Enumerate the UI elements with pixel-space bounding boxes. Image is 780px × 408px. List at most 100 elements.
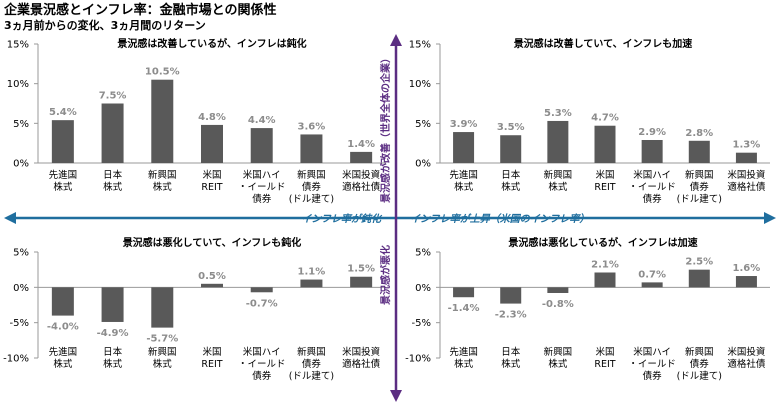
- bar-value-label: 3.5%: [497, 122, 525, 133]
- x-category-label: 日本株式: [501, 346, 521, 370]
- chart-panel-bottom-left: 景況感は悪化していて、インフレも鈍化 -10% -5% 0% 5% -4.0% 先進国株式 -…: [3, 236, 386, 382]
- bar: [453, 287, 475, 298]
- x-category-label: 新興国債券(ドル建て): [677, 169, 722, 205]
- panels: 景況感は改善しているが、インフレは鈍化 0% 5% 10% 15% 5.4% 先進国株式 7.…: [3, 37, 770, 382]
- bar: [547, 120, 569, 163]
- x-category-label: 新興国株式: [544, 346, 573, 370]
- arrow-left-icon: [4, 212, 16, 224]
- bar: [300, 279, 323, 288]
- h-axis-right-label: インフレ率が上昇（米国のインフレ率）: [410, 213, 589, 225]
- v-axis-top-label: 景況感が改善（世界全体の企業）: [379, 53, 392, 203]
- bar: [594, 125, 616, 163]
- y-tick-label: 0%: [13, 159, 29, 170]
- bar-value-label: 3.6%: [298, 121, 326, 132]
- x-category-label: 新興国債券(ドル建て): [289, 169, 334, 205]
- y-tick-label: -5%: [412, 318, 431, 329]
- bar: [350, 151, 373, 163]
- x-category-label: 米国投資適格社債: [727, 346, 766, 370]
- x-category-label: 米国ハイ・イールド債券: [628, 169, 676, 205]
- x-category-label: 米国 REIT: [201, 346, 222, 370]
- arrow-up-icon: [390, 34, 402, 46]
- chart-panel-top-right: 景況感は改善していて、インフレも加速 0% 5% 10% 15% 3.9% 先進国株式 3.5…: [409, 37, 770, 205]
- bar: [735, 276, 757, 288]
- y-tick-label: 0%: [415, 159, 431, 170]
- x-category-label: 先進国株式: [49, 346, 78, 370]
- bar-value-label: 5.4%: [49, 107, 77, 118]
- y-tick-label: 0%: [13, 283, 29, 294]
- bar: [594, 272, 616, 288]
- bar-value-label: 4.8%: [198, 112, 226, 123]
- bar-value-label: 1.1%: [298, 267, 326, 278]
- y-tick-label: -10%: [3, 354, 29, 365]
- y-tick-label: 5%: [13, 248, 29, 259]
- x-category-label: 新興国株式: [544, 169, 573, 193]
- x-category-label: 新興国債券(ドル建て): [289, 346, 334, 382]
- x-category-label: 米国ハイ・イールド債券: [238, 346, 286, 382]
- bar: [101, 103, 124, 163]
- bar: [201, 283, 223, 288]
- x-category-label: 日本株式: [103, 346, 123, 370]
- x-category-label: 新興国株式: [148, 346, 177, 370]
- bar-value-label: 7.5%: [99, 91, 127, 102]
- y-tick-label: 5%: [415, 119, 431, 130]
- h-axis-left-label: インフレ率が鈍化: [301, 213, 383, 225]
- panel-title: 景況感は悪化しているが、インフレは加速: [508, 236, 697, 249]
- bar-value-label: -1.4%: [448, 303, 480, 314]
- bar: [51, 287, 74, 316]
- bar-value-label: -2.3%: [495, 310, 527, 321]
- bar-value-label: -4.0%: [47, 322, 79, 333]
- x-category-label: 米国投資適格社債: [342, 169, 381, 193]
- bar: [101, 287, 124, 322]
- bar-value-label: 2.8%: [685, 128, 713, 139]
- bar: [641, 282, 663, 288]
- bar: [350, 276, 373, 288]
- bar-value-label: 2.5%: [685, 257, 713, 268]
- panel-title: 景況感は改善していて、インフレも加速: [514, 37, 693, 50]
- horizontal-axis-arrow: インフレ率が鈍化 インフレ率が上昇（米国のインフレ率）: [4, 212, 776, 225]
- bar: [500, 135, 522, 163]
- x-category-label: 米国投資適格社債: [727, 169, 766, 193]
- v-axis-bottom-label: 景況感が悪化: [379, 245, 392, 305]
- vertical-axis-arrow: 景況感が改善（世界全体の企業） 景況感が悪化: [379, 34, 402, 402]
- bar-value-label: 1.5%: [347, 264, 375, 275]
- bar: [735, 152, 757, 163]
- bar-value-label: 4.4%: [248, 115, 276, 126]
- x-category-label: 日本株式: [501, 169, 521, 193]
- y-tick-label: 5%: [415, 248, 431, 259]
- bar: [151, 79, 174, 163]
- bar: [547, 287, 569, 293]
- bar-value-label: 4.7%: [591, 113, 619, 124]
- chart-panel-top-left: 景況感は改善しているが、インフレは鈍化 0% 5% 10% 15% 5.4% 先進国株式 7.…: [7, 37, 386, 205]
- page-title: 企業景況感とインフレ率：金融市場との関係性: [3, 2, 276, 18]
- panel-title: 景況感は改善しているが、インフレは鈍化: [117, 37, 306, 50]
- bar-value-label: 1.4%: [347, 139, 375, 150]
- x-category-label: 米国 REIT: [594, 346, 615, 370]
- bar: [688, 269, 710, 288]
- bar: [688, 140, 710, 163]
- arrow-down-icon: [390, 390, 402, 402]
- bar: [151, 287, 174, 328]
- bar-value-label: -0.7%: [246, 298, 278, 309]
- bar: [500, 287, 522, 304]
- x-category-label: 先進国株式: [449, 346, 478, 370]
- y-tick-label: -10%: [405, 354, 431, 365]
- page-subtitle: 3ヵ月前からの変化、3ヵ月間のリターン: [4, 18, 206, 32]
- y-tick-label: 10%: [7, 79, 29, 90]
- x-category-label: 米国投資適格社債: [342, 346, 381, 370]
- bar-value-label: 0.7%: [638, 269, 666, 280]
- bar: [51, 120, 74, 163]
- x-category-label: 米国 REIT: [201, 169, 222, 193]
- bar: [453, 132, 475, 163]
- x-category-label: 日本株式: [103, 169, 123, 193]
- x-category-label: 米国ハイ・イールド債券: [238, 169, 286, 205]
- bar: [641, 139, 663, 163]
- bar-value-label: 3.9%: [450, 119, 478, 130]
- bar-value-label: 2.1%: [591, 259, 619, 270]
- x-category-label: 新興国株式: [148, 169, 177, 193]
- x-category-label: 米国 REIT: [594, 169, 615, 193]
- panel-title: 景況感は悪化していて、インフレも鈍化: [123, 236, 302, 249]
- bar: [250, 287, 273, 293]
- x-category-label: 先進国株式: [449, 169, 478, 193]
